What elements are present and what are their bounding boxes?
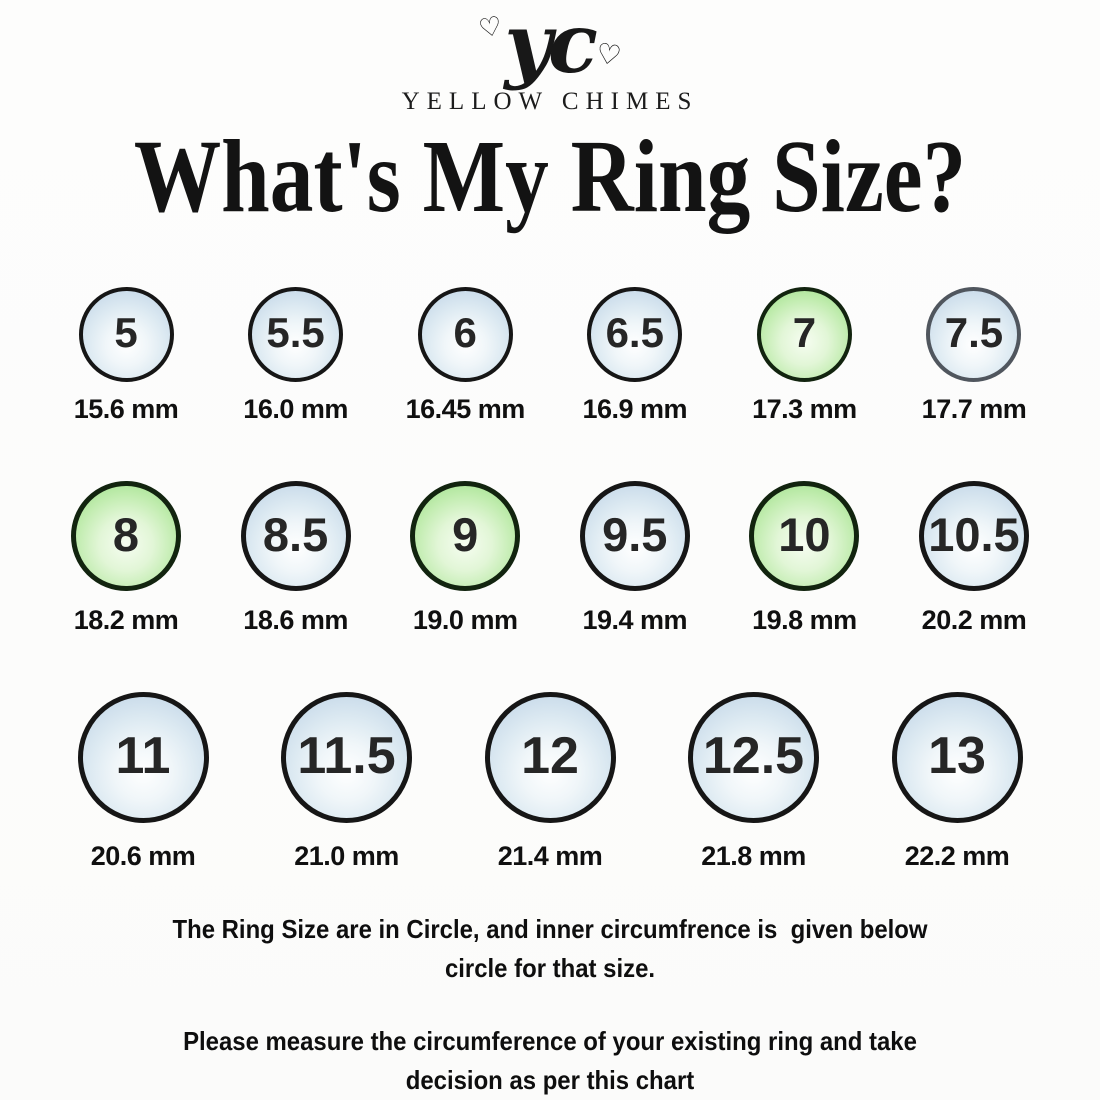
note-line: The Ring Size are in Circle, and inner c…	[172, 913, 928, 944]
ring-circle-11: 11	[77, 691, 209, 823]
ring-circle-7.5: 7.5	[926, 286, 1022, 382]
ring-size-number: 8	[112, 508, 140, 562]
note-line: decision as per this chart	[405, 1064, 695, 1095]
ring-size-number: 11	[115, 727, 171, 786]
ring-size-cell-6: 6 16.45 mm	[384, 286, 546, 425]
ring-size-cell-6.5: 6.5 16.9 mm	[554, 286, 716, 425]
heart-icon: ♡	[593, 36, 624, 73]
ring-size-cell-7: 7 17.3 mm	[723, 286, 885, 425]
ring-size-cell-7.5: 7.5 17.7 mm	[893, 286, 1055, 425]
ring-size-number: 7.5	[944, 309, 1004, 357]
ring-circle-8: 8	[71, 480, 181, 591]
ring-diameter-label: 19.4 mm	[582, 604, 688, 635]
ring-circle-13: 13	[891, 691, 1023, 823]
ring-size-cell-5: 5 15.6 mm	[45, 286, 207, 425]
ring-circle-10: 10	[749, 480, 860, 591]
brand-name: YELLOW CHIMES	[401, 87, 699, 115]
ring-size-cell-11.5: 11.5 21.0 mm	[249, 691, 445, 872]
ring-size-row-1: 5 15.6 mm 5.5 16.0 mm 6 16.45 mm 6.5 16.9 mm 7 17…	[45, 286, 1055, 425]
ring-diameter-label: 18.6 mm	[243, 604, 348, 635]
ring-size-number: 12	[521, 727, 579, 786]
ring-size-row-3: 11 20.6 mm 11.5 21.0 mm 12 21.4 mm 12.5 21.8 mm…	[45, 691, 1055, 872]
ring-size-cell-13: 13 22.2 mm	[859, 691, 1055, 872]
ring-circle-6.5: 6.5	[587, 286, 683, 382]
ring-size-number: 10	[778, 508, 831, 562]
ring-circle-7: 7	[756, 286, 852, 382]
ring-size-cell-10.5: 10.5 20.2 mm	[893, 480, 1055, 636]
ring-circle-9: 9	[410, 480, 521, 591]
brand-logo: ♡yc♡	[476, 3, 624, 85]
ring-size-cell-11: 11 20.6 mm	[45, 691, 241, 872]
ring-size-number: 6.5	[605, 309, 664, 357]
ring-size-cell-12.5: 12.5 21.8 mm	[656, 691, 852, 872]
ring-diameter-label: 18.2 mm	[73, 604, 179, 635]
ring-circle-12.5: 12.5	[688, 691, 819, 823]
ring-circle-11.5: 11.5	[281, 691, 412, 823]
ring-size-cell-10: 10 19.8 mm	[723, 480, 885, 636]
ring-size-number: 9	[452, 508, 479, 562]
ring-size-cell-8: 8 18.2 mm	[45, 480, 207, 636]
ring-diameter-label: 19.8 mm	[752, 604, 857, 635]
footer-notes: The Ring Size are in Circle, and inner c…	[0, 910, 1100, 1100]
ring-diameter-label: 17.7 mm	[921, 393, 1027, 424]
ring-size-grid: 5 15.6 mm 5.5 16.0 mm 6 16.45 mm 6.5 16.9 mm 7 17…	[45, 286, 1055, 872]
page-title: What's My Ring Size?	[133, 118, 967, 234]
ring-diameter-label: 15.6 mm	[73, 393, 179, 424]
ring-circle-9.5: 9.5	[579, 480, 690, 591]
ring-size-row-2: 8 18.2 mm 8.5 18.6 mm 9 19.0 mm 9.5 19.4 mm 10 19…	[45, 480, 1055, 636]
ring-size-number: 9.5	[602, 508, 668, 562]
heart-icon: ♡	[476, 10, 506, 46]
ring-size-cell-9: 9 19.0 mm	[384, 480, 546, 636]
ring-diameter-label: 20.2 mm	[921, 604, 1027, 635]
ring-diameter-label: 16.45 mm	[405, 393, 526, 424]
ring-diameter-label: 21.0 mm	[294, 840, 399, 871]
ring-diameter-label: 22.2 mm	[904, 840, 1010, 871]
ring-circle-5: 5	[78, 286, 174, 382]
ring-diameter-label: 21.8 mm	[701, 840, 806, 871]
note-line: circle for that size.	[444, 952, 656, 983]
ring-diameter-label: 19.0 mm	[412, 604, 518, 635]
note-measure-instruction: Please measure the circumference of your…	[44, 1022, 1056, 1100]
ring-size-number: 5	[114, 309, 138, 357]
ring-circle-10.5: 10.5	[918, 480, 1029, 591]
ring-size-number: 13	[928, 727, 986, 786]
ring-diameter-label: 16.9 mm	[582, 393, 688, 424]
ring-size-number: 10.5	[928, 508, 1020, 562]
ring-size-number: 5.5	[266, 309, 325, 357]
ring-size-cell-5.5: 5.5 16.0 mm	[215, 286, 377, 425]
ring-diameter-label: 21.4 mm	[497, 840, 603, 871]
ring-circle-8.5: 8.5	[240, 480, 351, 591]
header: ♡yc♡ YELLOW CHIMES What's My Ring Size?	[0, 0, 1100, 234]
ring-size-number: 6	[453, 309, 477, 357]
ring-circle-5.5: 5.5	[248, 286, 344, 382]
ring-circle-6: 6	[417, 286, 513, 382]
ring-circle-12: 12	[484, 691, 616, 823]
ring-size-cell-12: 12 21.4 mm	[452, 691, 648, 872]
ring-size-number: 11.5	[297, 727, 396, 786]
ring-size-number: 8.5	[262, 508, 329, 562]
ring-size-cell-8.5: 8.5 18.6 mm	[215, 480, 377, 636]
ring-diameter-label: 17.3 mm	[752, 393, 857, 424]
ring-size-cell-9.5: 9.5 19.4 mm	[554, 480, 716, 636]
ring-diameter-label: 16.0 mm	[243, 393, 348, 424]
ring-size-number: 12.5	[702, 727, 805, 786]
ring-size-number: 7	[792, 309, 817, 357]
brand-logo-script: yc	[504, 0, 598, 92]
ring-diameter-label: 20.6 mm	[90, 840, 196, 871]
note-circle-explanation: The Ring Size are in Circle, and inner c…	[44, 910, 1056, 988]
note-line: Please measure the circumference of your…	[183, 1025, 917, 1056]
